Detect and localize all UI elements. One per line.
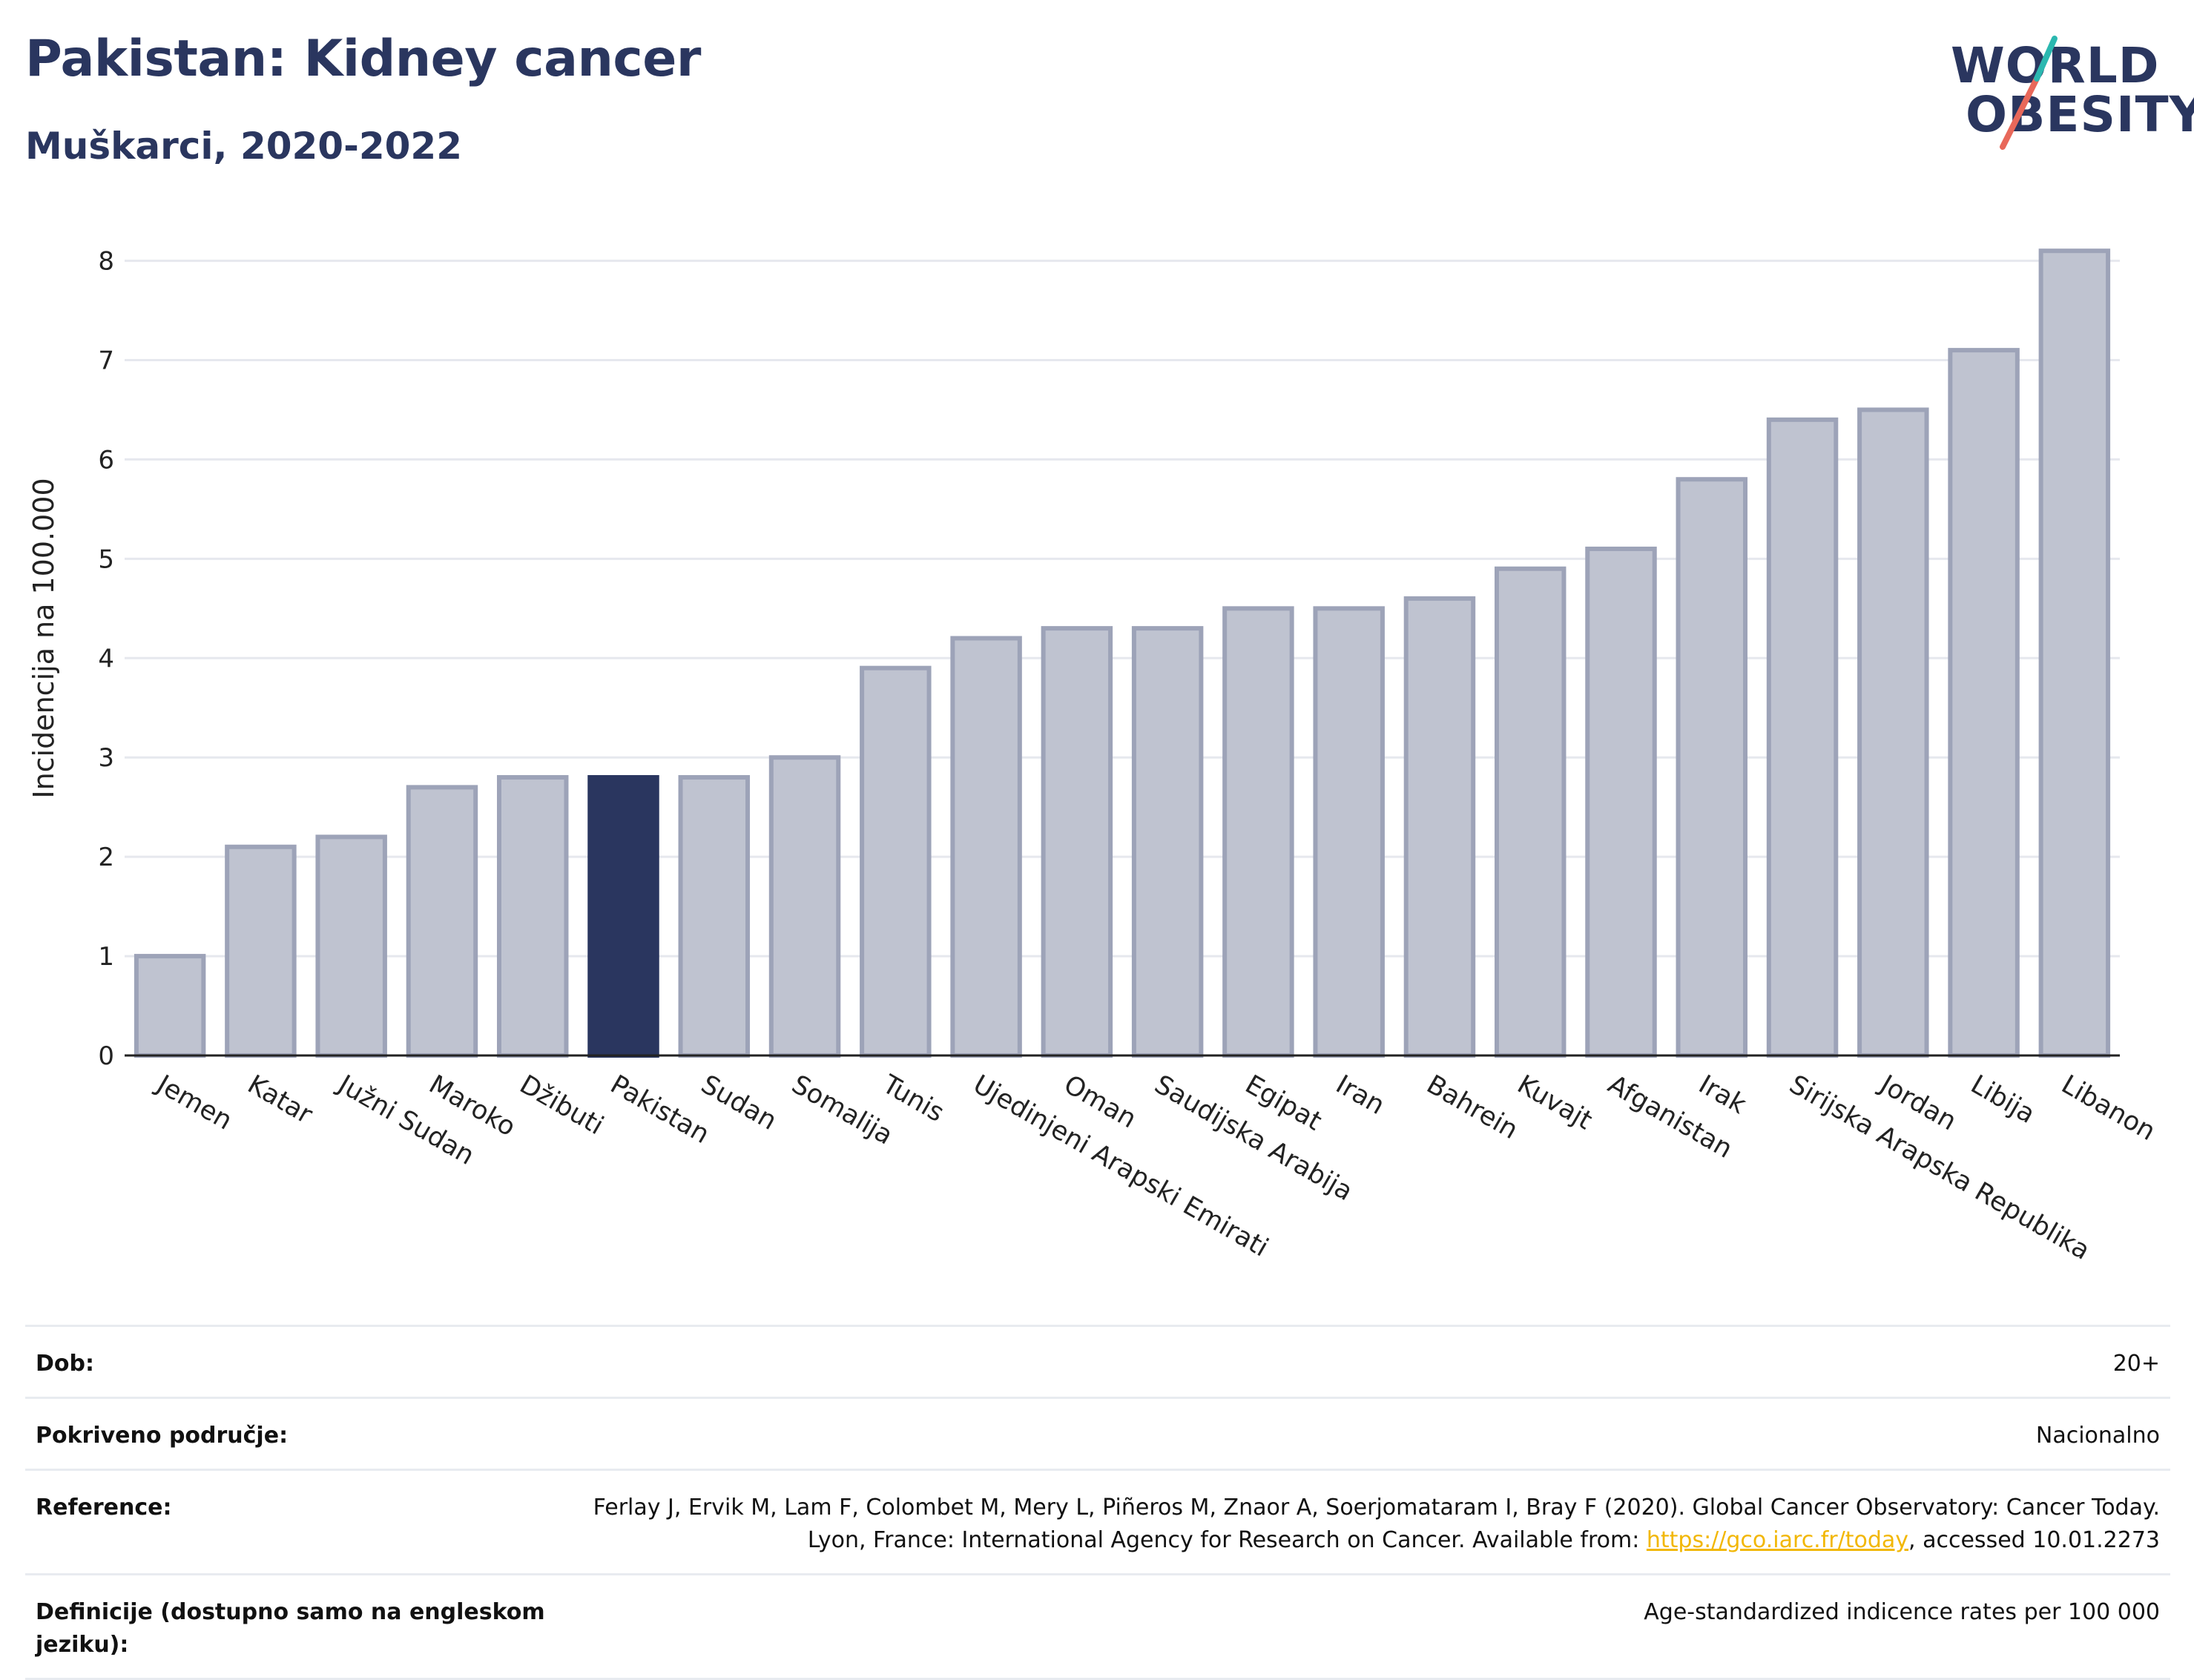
logo-slash-icon: [2000, 36, 2058, 150]
y-tick-label: 1: [98, 942, 114, 972]
bar-libija: [1948, 348, 2020, 1058]
category-label: Somalija: [787, 1070, 898, 1151]
bar-ju-ni-sudan: [315, 834, 387, 1058]
bar-jemen: [134, 954, 206, 1058]
category-label: Iran: [1331, 1070, 1389, 1121]
reference-text: Ferlay J, Ervik M, Lam F, Colombet M, Me…: [593, 1495, 2160, 1553]
category-label: Džibuti: [515, 1070, 608, 1141]
category-label: Libija: [1966, 1070, 2040, 1130]
bar-bahrein: [1403, 596, 1476, 1058]
info-key: Pokriveno područje:: [36, 1423, 289, 1449]
y-tick-label: 8: [98, 247, 114, 277]
info-key: Reference:: [36, 1495, 172, 1521]
category-labels: Jemen Katar Južni SudanMarokoDžibutiPakist…: [151, 1069, 2161, 1266]
category-label: Jemen: [151, 1069, 237, 1136]
category-label: Kuvajt: [1512, 1070, 1597, 1136]
info-value: Age-standardized indicence rates per 100…: [1644, 1599, 2160, 1625]
bar-afganistan: [1585, 546, 1657, 1058]
bar-saudijska-arabija: [1131, 626, 1204, 1058]
bar-d-ibuti: [496, 775, 569, 1058]
bar-jordan: [1857, 407, 1929, 1058]
y-tick-label: 3: [98, 743, 114, 773]
bar-katar: [225, 844, 297, 1058]
bar-kuvajt: [1494, 566, 1567, 1058]
info-value: 20+: [2112, 1351, 2160, 1377]
info-row-age: Dob: 20+: [25, 1325, 2170, 1397]
bar-somalija: [768, 755, 841, 1058]
info-row-definition: Definicije (dostupno samo na engleskom j…: [25, 1573, 2170, 1680]
y-tick-label: 2: [98, 843, 114, 872]
y-tick-label: 7: [98, 346, 114, 376]
category-label: Pakistan: [605, 1070, 714, 1150]
bar-irak: [1676, 477, 1748, 1058]
bar-sudan: [678, 775, 751, 1058]
y-tick-label: 5: [98, 544, 114, 574]
info-key: Definicije (dostupno samo na engleskom j…: [36, 1599, 545, 1658]
info-value: Ferlay J, Ervik M, Lam F, Colombet M, Me…: [565, 1492, 2160, 1557]
y-axis-label: Incidencija na 100.000: [27, 478, 60, 798]
world-obesity-logo: WORLD OBESITY: [1921, 22, 2194, 156]
logo-line-2: OBESITY: [1966, 86, 2194, 143]
bar-maroko: [406, 785, 478, 1058]
bar-egipat: [1222, 606, 1294, 1058]
bars: [134, 248, 2111, 1058]
info-value: Nacionalno: [2035, 1423, 2160, 1449]
bar-iran: [1313, 606, 1385, 1058]
bar-sirijska-arapska-republika: [1766, 417, 1839, 1058]
info-row-reference: Reference: Ferlay J, Ervik M, Lam F, Col…: [25, 1469, 2170, 1573]
info-key: Dob:: [36, 1351, 94, 1377]
bar-oman: [1041, 626, 1113, 1058]
bar-tunis: [860, 665, 932, 1058]
bar-pakistan: [587, 775, 659, 1058]
logo-line-1: WORLD: [1951, 37, 2160, 94]
y-tick-label: 4: [98, 644, 114, 673]
category-label: Libanon: [2056, 1070, 2160, 1147]
info-row-coverage: Pokriveno područje: Nacionalno: [25, 1397, 2170, 1469]
y-tick-label: 0: [98, 1041, 114, 1071]
reference-link[interactable]: https://gco.iarc.fr/today: [1646, 1527, 1909, 1553]
y-tick-label: 6: [98, 445, 114, 475]
bar-ujedinjeni-arapski-emirati: [950, 636, 1022, 1058]
reference-accessed: , accessed 10.01.2273: [1908, 1527, 2160, 1553]
category-label: Irak: [1693, 1070, 1751, 1120]
info-table: Dob: 20+ Pokriveno područje: Nacionalno …: [25, 1325, 2170, 1680]
y-tick-labels: 0 1 2 3 4 5 6 7 8: [98, 247, 114, 1071]
bar-libanon: [2038, 248, 2111, 1058]
category-label: Katar: [243, 1070, 317, 1130]
page-subtitle: Muškarci, 2020-2022: [25, 125, 463, 168]
category-label: Bahrein: [1421, 1070, 1523, 1145]
bar-chart: 0 1 2 3 4 5 6 7 8 Jemen Katar Južni SudanMarokoDži…: [27, 247, 2161, 1266]
page-title: Pakistan: Kidney cancer: [25, 30, 701, 88]
